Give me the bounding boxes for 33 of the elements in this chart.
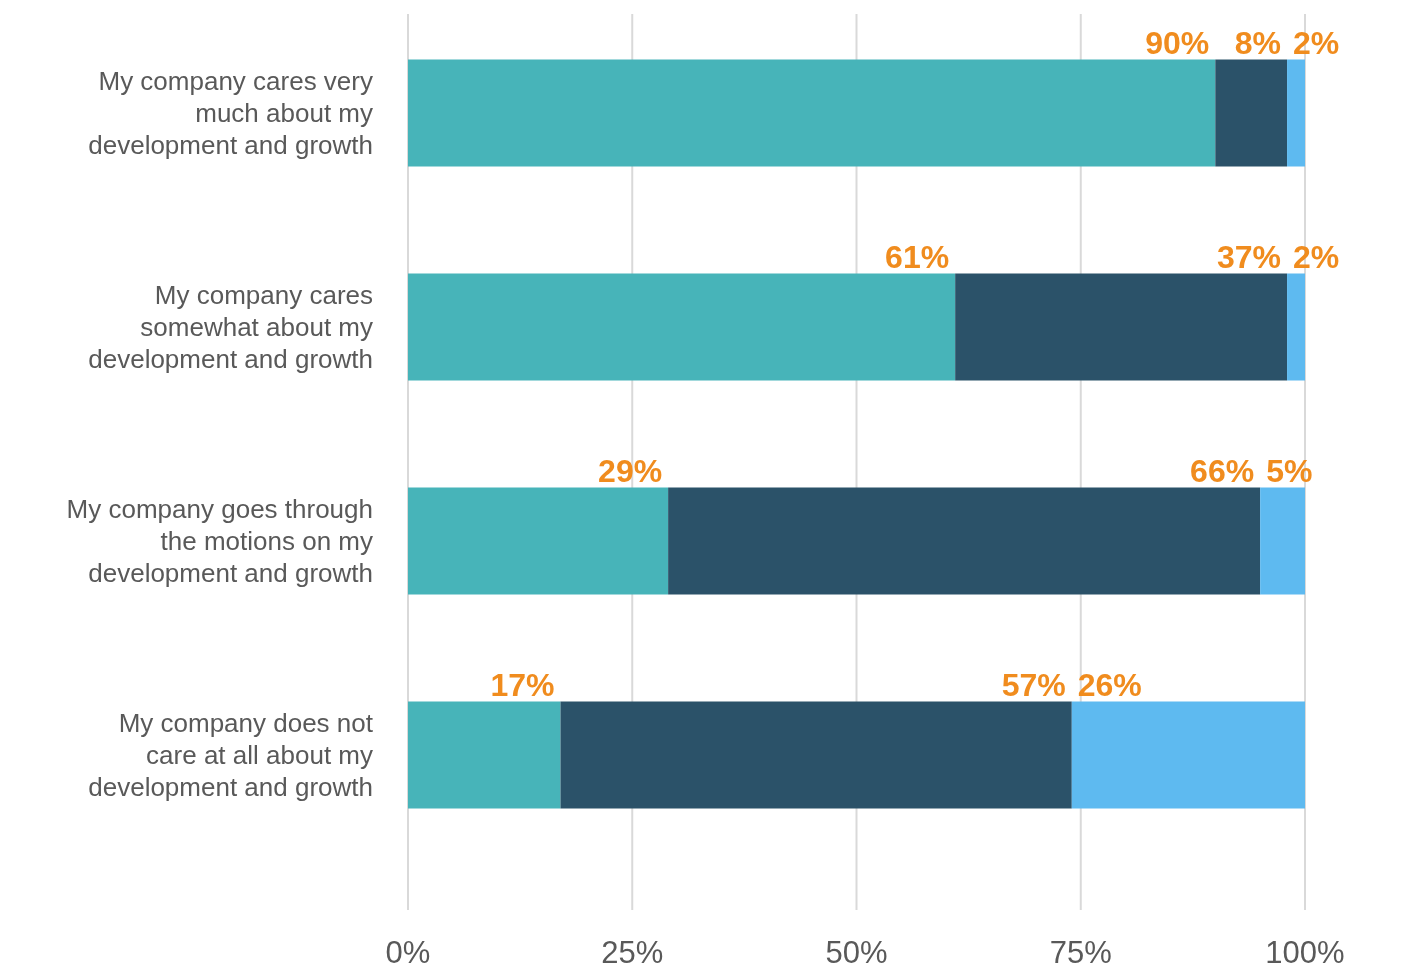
x-tick-label: 50% <box>825 935 888 970</box>
data-label: 90% <box>1145 24 1210 61</box>
y-tick-label: My company does not care at all about my development and growth <box>88 708 374 802</box>
bar <box>1287 273 1305 381</box>
data-label: 5% <box>1266 452 1313 489</box>
bar <box>560 701 1072 809</box>
bar <box>668 487 1261 595</box>
data-label: 29% <box>598 452 663 489</box>
y-tick-label: My company cares somewhat about my development and growth <box>88 280 373 374</box>
data-label: 2% <box>1293 24 1340 61</box>
y-tick-label: My company goes through the motions on my development and growth <box>66 494 373 588</box>
bar <box>1215 59 1288 167</box>
bar <box>1071 701 1305 809</box>
data-label: 57% <box>1001 666 1066 703</box>
data-label: 2% <box>1293 238 1340 275</box>
data-label: 66% <box>1190 452 1255 489</box>
bar <box>1260 487 1305 595</box>
data-label: 8% <box>1234 24 1282 61</box>
x-tick-label: 75% <box>1049 935 1112 970</box>
bar <box>408 487 669 595</box>
x-tick-label: 100% <box>1265 935 1345 970</box>
y-tick-label: My company cares very much about my development and growth <box>88 66 373 160</box>
x-tick-label: 25% <box>601 935 664 970</box>
bar <box>408 273 956 381</box>
data-label: 26% <box>1077 666 1142 703</box>
data-label: 37% <box>1217 238 1282 275</box>
bar <box>408 59 1216 167</box>
x-tick-label: 0% <box>385 935 431 970</box>
data-label: 61% <box>885 238 950 275</box>
bar <box>408 701 561 809</box>
bar <box>1287 59 1305 167</box>
data-label: 17% <box>490 666 555 703</box>
bar <box>955 273 1288 381</box>
